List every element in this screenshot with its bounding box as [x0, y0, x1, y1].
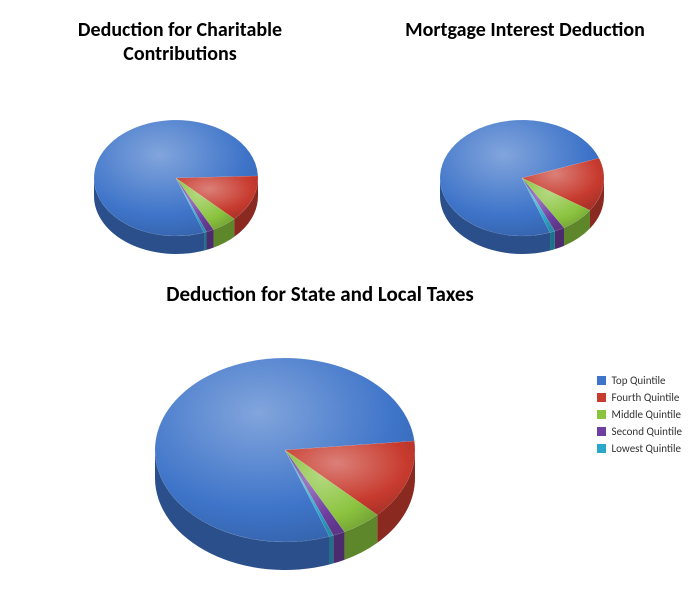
legend-label: Second Quintile [612, 425, 682, 438]
chart-title-salt: Deduction for State and Local Taxes [110, 282, 530, 307]
legend-label: Lowest Quintile [612, 442, 681, 455]
chart-title-mortgage: Mortgage Interest Deduction [390, 18, 660, 42]
legend-item: Fourth Quintile [597, 391, 682, 404]
legend-swatch [597, 393, 606, 402]
legend: Top Quintile Fourth Quintile Middle Quinti… [597, 370, 682, 459]
pie-chart-salt [145, 348, 425, 608]
chart-title-charitable: Deduction for Charitable Contributions [20, 18, 340, 66]
legend-item: Lowest Quintile [597, 442, 682, 455]
legend-label: Middle Quintile [612, 408, 681, 421]
legend-item: Middle Quintile [597, 408, 682, 421]
legend-item: Second Quintile [597, 425, 682, 438]
legend-swatch [597, 427, 606, 436]
pie-chart-mortgage [430, 110, 614, 282]
legend-swatch [597, 444, 606, 453]
legend-item: Top Quintile [597, 374, 682, 387]
legend-swatch [597, 376, 606, 385]
legend-label: Top Quintile [612, 374, 666, 387]
pie-chart-charitable [84, 110, 268, 282]
legend-swatch [597, 410, 606, 419]
legend-label: Fourth Quintile [612, 391, 680, 404]
